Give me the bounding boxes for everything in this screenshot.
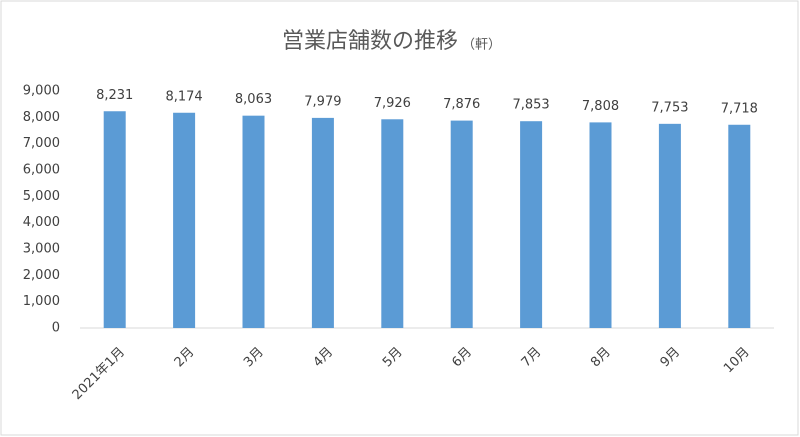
value-label: 7,718 [721, 101, 758, 116]
y-tick-label: 4,000 [23, 215, 60, 230]
y-tick-label: 0 [52, 321, 60, 336]
bar [520, 121, 543, 328]
value-label: 8,174 [165, 89, 202, 104]
value-label: 7,876 [443, 97, 480, 112]
bar [242, 115, 265, 328]
y-tick-label: 7,000 [23, 136, 60, 151]
y-tick-label: 1,000 [23, 294, 60, 309]
value-label: 7,808 [582, 99, 619, 114]
bar [103, 111, 126, 328]
bar [589, 122, 612, 328]
chart-title: 営業店舗数の推移 [282, 29, 458, 54]
value-label: 7,853 [512, 98, 549, 113]
y-tick-label: 2,000 [23, 268, 60, 283]
y-tick-label: 5,000 [23, 189, 60, 204]
y-tick-label: 6,000 [23, 163, 60, 178]
bar [450, 120, 473, 328]
value-label: 7,926 [374, 96, 411, 111]
bar [658, 123, 681, 328]
value-label: 8,063 [235, 92, 272, 107]
bar [381, 119, 404, 328]
chart-subtitle: （軒） [462, 38, 501, 53]
bar [311, 117, 334, 329]
y-tick-label: 8,000 [23, 110, 60, 125]
value-label: 8,231 [96, 88, 133, 103]
y-tick-label: 9,000 [23, 84, 60, 99]
value-label: 7,753 [651, 100, 688, 115]
bar [728, 124, 751, 328]
bar [173, 112, 196, 328]
value-label: 7,979 [304, 94, 341, 109]
y-tick-label: 3,000 [23, 242, 60, 257]
